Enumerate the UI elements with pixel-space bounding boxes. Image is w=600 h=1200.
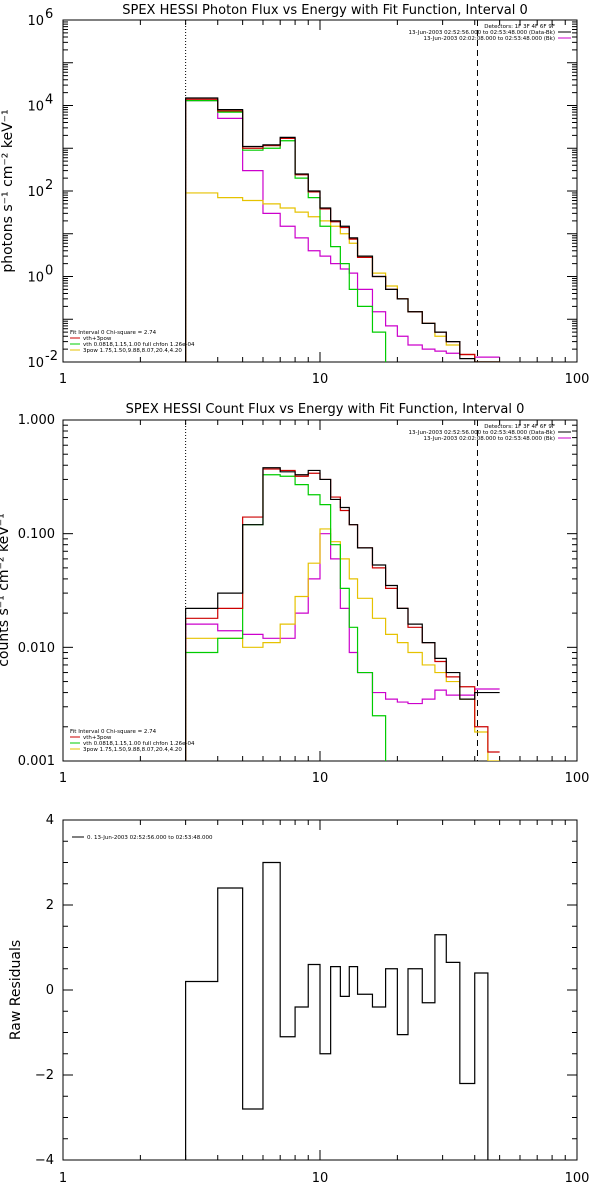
y-tick-label: 10 xyxy=(27,185,44,200)
series-line-vth+3pow xyxy=(185,98,500,362)
y-tick-label: 10 xyxy=(27,14,44,29)
y-tick-label: −4 xyxy=(35,1153,54,1168)
series-line-3pow xyxy=(185,528,500,761)
series-line-vth+3pow xyxy=(185,468,500,761)
y-tick-label: 0.010 xyxy=(18,641,55,656)
y-tick-label: 0 xyxy=(46,983,54,998)
panel-residuals: 1 10 100 −4 −2 0 2 4 Raw Residuals 0. 13… xyxy=(8,813,589,1186)
y-axis-label: photons s⁻¹ cm⁻² keV⁻¹ xyxy=(0,109,16,272)
reference-lines xyxy=(185,20,478,362)
x-tick-label: 1 xyxy=(59,771,67,786)
legend-entry: Fit Interval 0 Chi-square = 2.74 xyxy=(70,330,157,336)
legend-entry: Detectors: 1F 3F 4F 6F 9F xyxy=(484,424,555,430)
y-tick-exponent: 0 xyxy=(45,264,53,279)
legend-entry: vth+3pow xyxy=(83,336,112,342)
legend-entry: 13-Jun-2003 02:52:56.000 to 02:53:48.000… xyxy=(409,30,555,36)
y-tick-exponent: 4 xyxy=(45,93,53,108)
y-tick-label: 1.000 xyxy=(18,413,55,428)
y-tick-label: 10 xyxy=(27,271,44,286)
y-tick-label: 2 xyxy=(46,898,54,913)
y-tick-label: 0.001 xyxy=(18,754,55,769)
legend-entry: vth+3pow xyxy=(83,735,112,741)
y-tick-exponent: 2 xyxy=(45,178,53,193)
y-tick-exponent: 6 xyxy=(45,7,53,22)
series-line-3pow xyxy=(185,192,500,362)
y-tick-label: 10 xyxy=(27,356,44,371)
legend-entry: 3pow 1.75,1.50,9.88,8.07,20.4,4.20 xyxy=(83,747,182,753)
series-line-data xyxy=(185,467,500,761)
panel-count-flux: SPEX HESSI Count Flux vs Energy with Fit… xyxy=(0,402,590,786)
legend-entry: Detectors: 1F 3F 4F 6F 9F xyxy=(484,24,555,30)
legend-entry: 3pow 1.75,1.50,9.88,8.07,20.4,4.20 xyxy=(83,348,182,354)
legend-entry: 13-Jun-2003 02:52:56.000 to 02:53:48.000… xyxy=(409,430,555,436)
axis-ticks xyxy=(63,420,577,762)
legend-entry: Fit Interval 0 Chi-square = 2.74 xyxy=(70,729,157,735)
y-tick-label: −2 xyxy=(35,1068,54,1083)
legend-entry: 13-Jun-2003 02:02:08.000 to 02:53:48.000… xyxy=(423,436,555,442)
chart-title: SPEX HESSI Photon Flux vs Energy with Fi… xyxy=(122,3,528,18)
x-tick-label: 100 xyxy=(565,771,590,786)
series-line-data xyxy=(185,97,500,362)
series-line-vth xyxy=(185,474,387,761)
series-line-Bk xyxy=(185,100,500,362)
series-line-vth xyxy=(185,100,387,362)
reference-lines xyxy=(185,420,478,761)
x-tick-label: 10 xyxy=(312,771,329,786)
series-group xyxy=(185,97,500,362)
y-tick-label: 0.100 xyxy=(18,527,55,542)
y-axis-label: counts s⁻¹ cm⁻² keV⁻¹ xyxy=(0,513,12,667)
axis-ticks xyxy=(63,819,577,1161)
x-tick-label: 100 xyxy=(565,1171,590,1186)
legend-entry: vth 0.0818,1.15,1.00 full chfon 1.26e-04 xyxy=(83,741,195,747)
x-tick-label: 100 xyxy=(565,372,590,387)
y-tick-label: 4 xyxy=(46,813,54,828)
legend-entry: 13-Jun-2003 02:02:08.000 to 02:53:48.000… xyxy=(423,36,555,42)
x-tick-label: 10 xyxy=(312,372,329,387)
y-tick-label: 10 xyxy=(27,100,44,115)
series-line-0 xyxy=(185,861,489,1160)
x-tick-label: 10 xyxy=(312,1171,329,1186)
series-group xyxy=(185,467,500,761)
series-line-Bk xyxy=(185,533,500,761)
chart-title: SPEX HESSI Count Flux vs Energy with Fit… xyxy=(126,402,525,417)
legend-entry: vth 0.0818,1.15,1.00 full chfon 1.26e-04 xyxy=(83,342,195,348)
legend-bottom-left: Fit Interval 0 Chi-square = 2.74vth+3pow… xyxy=(70,729,195,753)
axis-ticks xyxy=(63,20,577,363)
x-tick-label: 1 xyxy=(59,1171,67,1186)
y-axis-label: Raw Residuals xyxy=(8,940,24,1040)
series-group xyxy=(185,861,489,1160)
y-tick-exponent: -2 xyxy=(45,349,58,364)
legend-bottom-left: Fit Interval 0 Chi-square = 2.74vth+3pow… xyxy=(70,330,195,354)
legend-entry: 0. 13-Jun-2003 02:52:56.000 to 02:53:48.… xyxy=(87,835,213,841)
panel-photon-flux: SPEX HESSI Photon Flux vs Energy with Fi… xyxy=(0,3,589,387)
x-tick-label: 1 xyxy=(59,372,67,387)
